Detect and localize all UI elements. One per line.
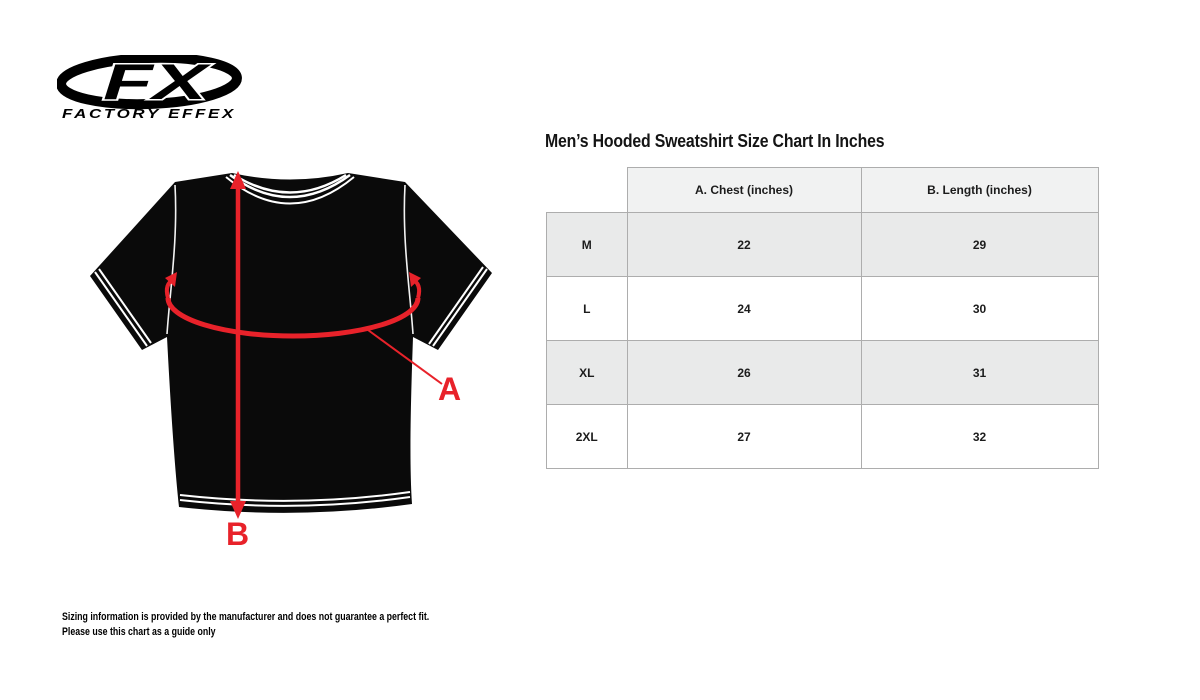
tshirt-diagram: A B — [80, 160, 500, 552]
brand-logo: FX FACTORY EFFEX — [56, 52, 243, 123]
column-header-length: B. Length (inches) — [860, 167, 1099, 213]
chest-cell: 26 — [626, 340, 862, 405]
size-cell: M — [546, 212, 628, 277]
brand-wordmark: FACTORY EFFEX — [62, 107, 236, 121]
size-cell: XL — [546, 340, 628, 405]
size-chart-table: A. Chest (inches) B. Length (inches) M 2… — [546, 167, 1099, 469]
chest-cell: 24 — [626, 276, 862, 341]
length-cell: 32 — [860, 404, 1099, 469]
tshirt-silhouette — [90, 173, 492, 513]
label-a: A — [438, 371, 461, 407]
size-chart-title: Men’s Hooded Sweatshirt Size Chart In In… — [545, 131, 885, 151]
cuff-stitching — [94, 266, 488, 347]
disclaimer-line-1: Sizing information is provided by the ma… — [62, 611, 430, 623]
table-row-xl: XL 26 31 — [546, 340, 1099, 405]
column-header-chest: A. Chest (inches) — [626, 167, 862, 213]
blank-header-cell — [546, 167, 627, 213]
label-b: B — [226, 516, 249, 550]
table-row-l: L 24 30 — [546, 276, 1099, 341]
size-cell: L — [546, 276, 628, 341]
hem-stitching — [179, 491, 411, 507]
length-cell: 29 — [860, 212, 1099, 277]
side-seams — [166, 184, 414, 335]
length-cell: 30 — [860, 276, 1099, 341]
table-header: A. Chest (inches) B. Length (inches) — [546, 167, 1099, 213]
table-row-m: M 22 29 — [546, 212, 1099, 277]
table-row-2xl: 2XL 27 32 — [546, 404, 1099, 469]
disclaimer-line-2: Please use this chart as a guide only — [62, 625, 216, 638]
measure-ellipse-a — [164, 272, 443, 385]
chest-cell: 22 — [626, 212, 862, 277]
fx-monogram: FX — [103, 55, 211, 110]
footer-disclaimer: Sizing information is provided by the ma… — [62, 610, 429, 639]
fx-logo-graphic: FX FACTORY EFFEX — [56, 52, 242, 121]
size-cell: 2XL — [546, 404, 628, 469]
measure-arrow-b — [230, 171, 246, 519]
tshirt-graphic: A B — [90, 171, 492, 552]
chest-cell: 27 — [626, 404, 862, 469]
logo-swoosh-ellipse — [56, 52, 242, 110]
length-cell: 31 — [860, 340, 1099, 405]
